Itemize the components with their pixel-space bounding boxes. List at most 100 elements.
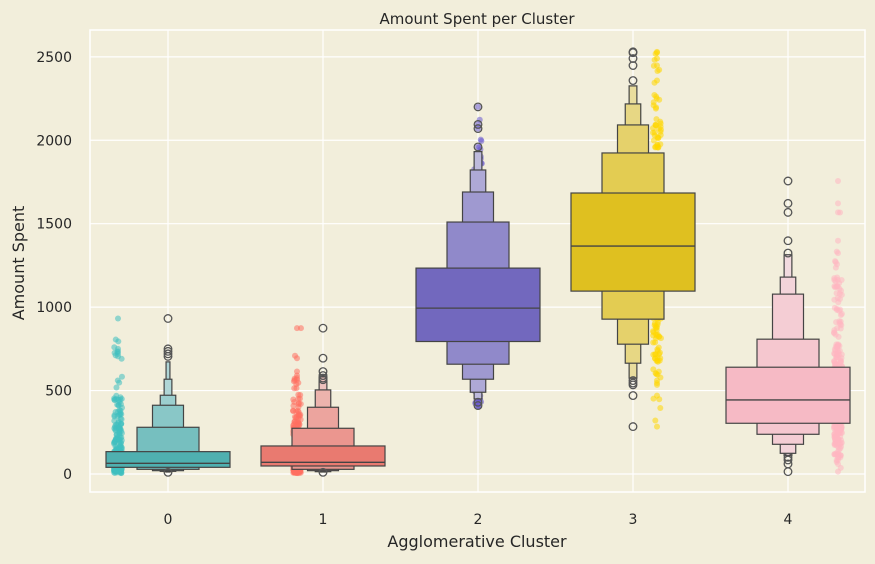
boxen-level	[415, 267, 541, 343]
strip-point	[293, 385, 300, 392]
outlier-marker	[318, 323, 328, 333]
strip-point	[652, 143, 659, 150]
outlier-marker	[473, 142, 483, 152]
outlier-marker	[783, 207, 793, 217]
strip-point	[835, 209, 841, 216]
outlier-marker	[163, 349, 173, 359]
x-tick-label: 0	[164, 512, 173, 528]
strip-point	[656, 96, 663, 103]
strip-point	[835, 250, 841, 257]
outlier-marker	[163, 314, 173, 323]
strip-point	[297, 416, 304, 423]
strip-point	[834, 283, 841, 290]
outlier-marker	[473, 102, 483, 112]
outlier-marker	[783, 452, 793, 462]
strip-point	[296, 395, 303, 402]
x-tick-label: 2	[474, 512, 483, 528]
outlier-marker	[163, 346, 173, 356]
strip-point	[835, 460, 841, 467]
strip-point	[832, 441, 839, 448]
strip-point	[475, 143, 481, 150]
strip-point	[832, 258, 839, 265]
outlier-marker	[628, 422, 638, 432]
strip-point	[838, 426, 845, 433]
outlier-marker	[318, 353, 328, 363]
strip-point	[478, 137, 485, 144]
boxen-level	[260, 445, 386, 467]
chart-title: Amount Spent per Cluster	[379, 10, 575, 28]
strip-point	[835, 237, 841, 244]
strip-point	[654, 354, 661, 361]
strip-point	[115, 353, 121, 360]
strip-point	[657, 405, 664, 412]
outlier-marker	[473, 397, 483, 407]
strip-point	[650, 329, 657, 336]
y-tick-label: 2500	[36, 50, 72, 66]
strip-point	[831, 296, 838, 303]
strip-point	[838, 287, 845, 294]
boxen-level	[725, 366, 851, 424]
strip-point	[838, 351, 845, 358]
strip-point	[836, 307, 843, 314]
outlier-marker	[783, 455, 793, 465]
strip-point	[654, 49, 660, 56]
strip-point	[833, 290, 840, 297]
strip-point	[652, 417, 659, 424]
y-tick-label: 500	[45, 384, 72, 400]
outlier-marker	[473, 119, 483, 129]
strip-point	[654, 346, 661, 353]
outlier-marker	[473, 401, 483, 411]
strip-point	[116, 426, 123, 433]
strip-point	[290, 422, 297, 429]
strip-point	[650, 129, 657, 136]
strip-point	[115, 469, 121, 476]
strip-point	[654, 67, 661, 74]
strip-point	[831, 423, 838, 430]
y-tick-label: 2000	[36, 133, 72, 149]
outlier-marker	[473, 124, 483, 134]
outlier-marker	[628, 61, 638, 70]
outlier-marker	[783, 198, 793, 208]
y-tick-label: 0	[63, 467, 72, 483]
strip-point	[654, 381, 660, 388]
outlier-marker	[783, 176, 793, 186]
strip-point	[297, 400, 304, 407]
strip-point	[835, 468, 841, 475]
strip-point	[833, 354, 840, 361]
strip-point	[111, 413, 118, 420]
strip-point	[834, 325, 841, 332]
y-tick-label: 1000	[36, 300, 72, 316]
strip-point	[837, 358, 844, 365]
strip-point	[654, 392, 660, 399]
strip-point	[294, 376, 300, 383]
strip-point	[111, 440, 118, 447]
strip-point	[116, 444, 123, 451]
strip-point	[650, 102, 657, 109]
strip-point	[835, 200, 841, 207]
strip-point	[111, 397, 118, 404]
strip-point	[835, 177, 841, 184]
outlier-marker	[783, 236, 793, 246]
boxen-level	[570, 192, 696, 292]
strip-point	[654, 77, 660, 84]
strip-point	[832, 331, 839, 338]
strip-point	[650, 366, 657, 373]
strip-point	[294, 325, 300, 332]
outlier-marker	[163, 351, 173, 361]
outlier-marker	[163, 467, 173, 477]
strip-point	[831, 275, 838, 282]
strip-point	[657, 128, 664, 135]
outlier-marker	[628, 380, 638, 390]
strip-point	[838, 276, 845, 283]
outlier-marker	[783, 467, 793, 477]
strip-point	[118, 373, 125, 380]
outlier-marker	[318, 371, 328, 381]
x-axis-label: Agglomerative Cluster	[387, 532, 567, 551]
strip-point	[651, 91, 658, 98]
strip-point	[475, 103, 481, 110]
strip-point	[654, 423, 660, 430]
outlier-marker	[318, 375, 328, 385]
strip-point	[654, 62, 660, 69]
strip-point	[650, 137, 657, 144]
strip-point	[654, 55, 660, 62]
